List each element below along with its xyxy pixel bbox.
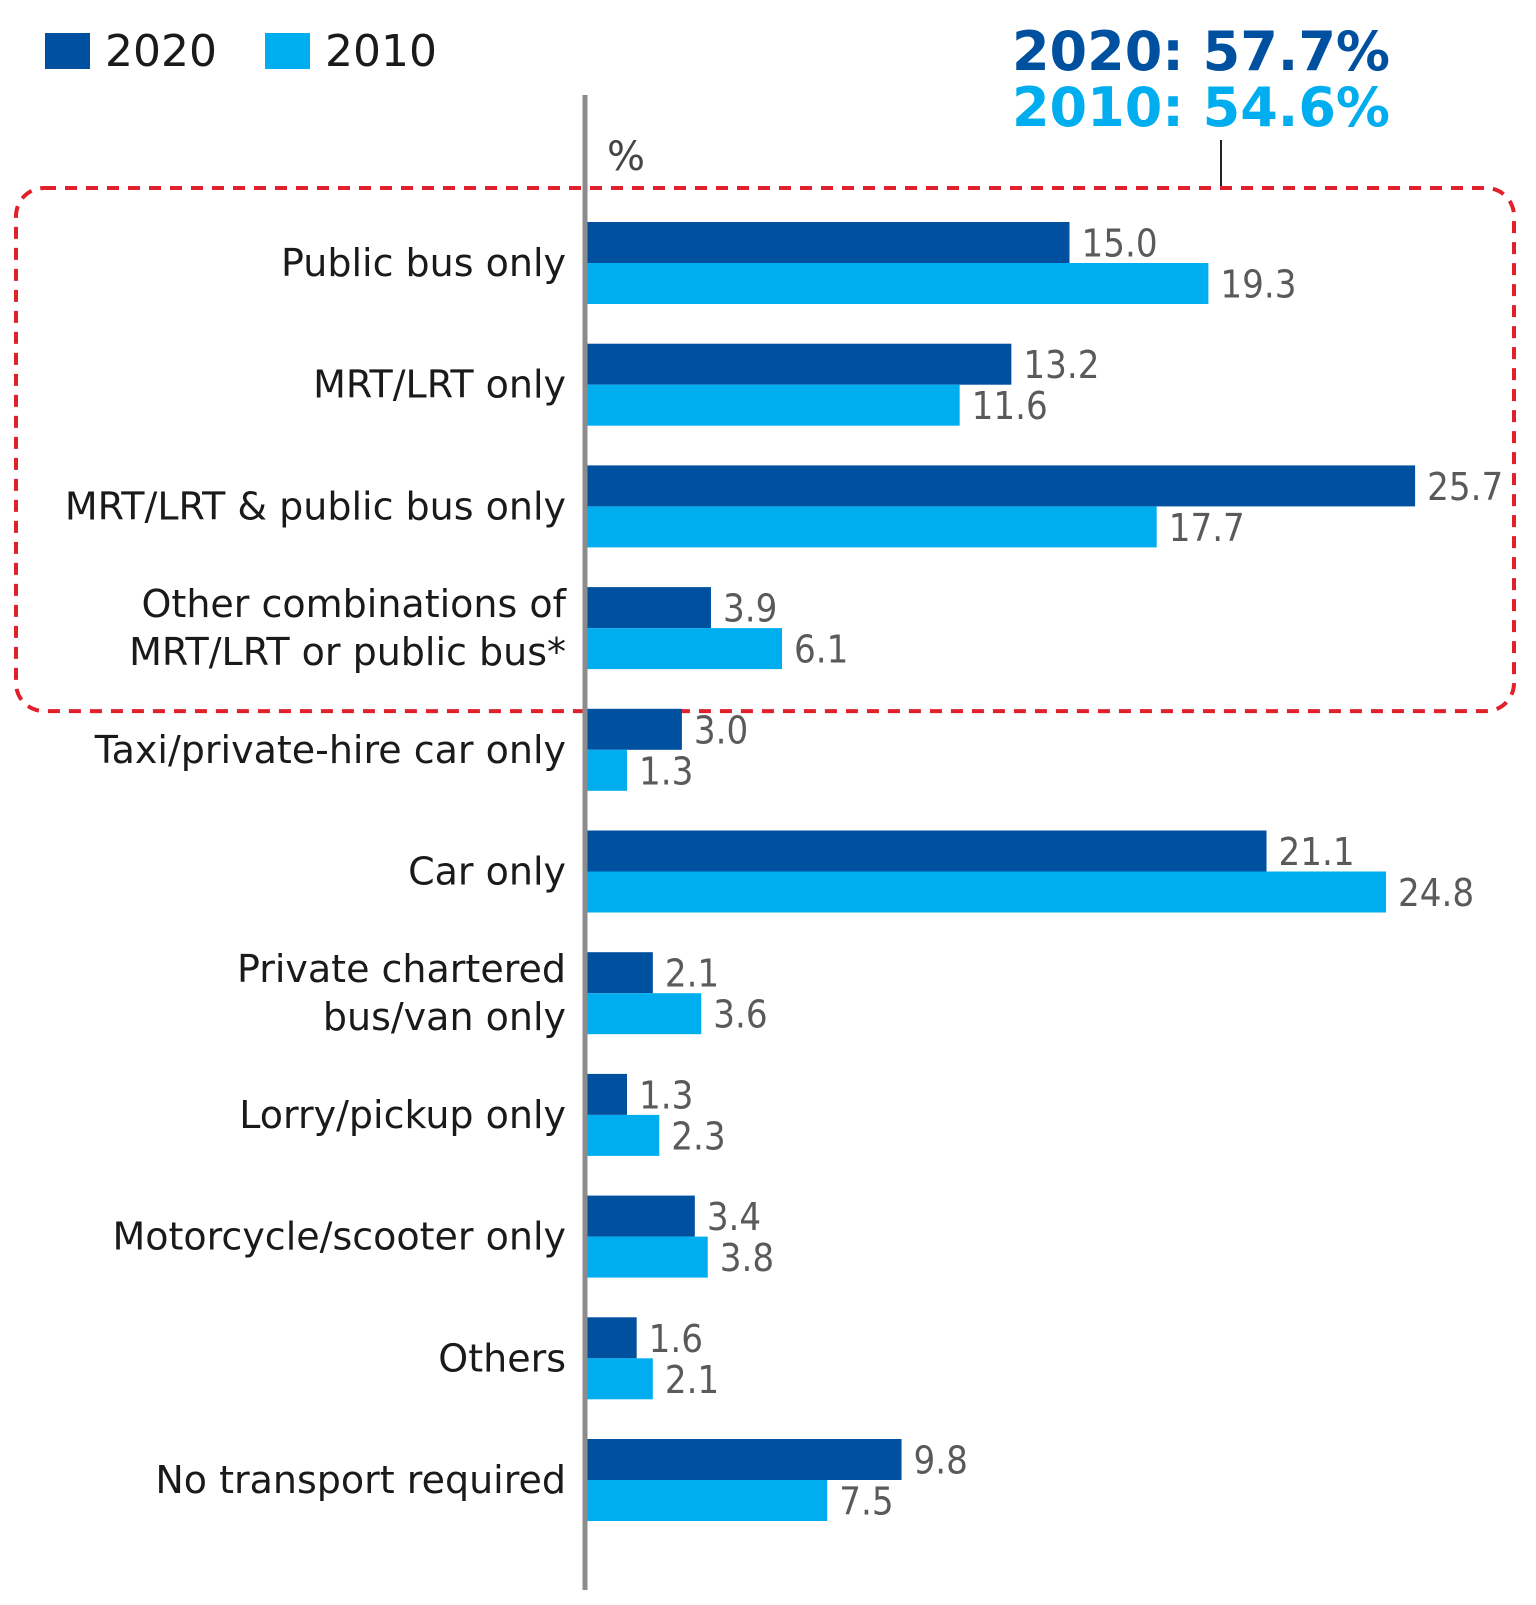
value-label-2010: 11.6 [972,384,1048,428]
value-label-2010: 2.1 [665,1358,719,1402]
bar-2020 [585,1073,627,1115]
bar-2010 [585,749,627,791]
bar-2020 [585,465,1416,507]
highlight-total-0: 2020: 57.7% [1012,20,1390,83]
bar-2020 [585,952,653,994]
bar-2010 [585,993,702,1035]
bar-2010 [585,1114,660,1156]
value-label-2020: 3.0 [694,708,748,752]
value-label-2010: 3.8 [720,1236,774,1280]
value-label-2020: 3.9 [723,587,777,631]
value-label-2010: 7.5 [839,1480,893,1524]
category-label: MRT/LRT only [313,363,566,407]
value-label-2020: 2.1 [665,952,719,996]
bar-2020 [585,222,1070,263]
category-label: Lorry/pickup only [239,1093,566,1137]
value-label-2020: 25.7 [1427,465,1503,509]
value-label-2010: 19.3 [1220,263,1296,307]
bar-2020 [585,587,711,629]
value-label-2020: 1.6 [649,1317,703,1361]
category-label: MRT/LRT & public bus only [65,484,566,528]
axis-group: % [582,95,645,1590]
value-label-2010: 17.7 [1169,506,1245,550]
value-label-2020: 1.3 [639,1073,693,1117]
category-label: MRT/LRT or public bus* [129,630,566,674]
category-label: Private chartered [237,947,566,991]
category-label: Public bus only [281,241,566,285]
highlight-box [14,186,1516,714]
unit-label: % [607,134,645,180]
value-label-2020: 3.4 [707,1195,761,1239]
value-label-2020: 21.1 [1279,830,1355,874]
legend-swatch-2010 [265,33,310,69]
category-label: Other combinations of [142,582,568,626]
bar-2010 [585,1480,828,1521]
category-label: Taxi/private-hire car only [94,728,566,772]
category-label: No transport required [155,1458,566,1502]
value-label-2010: 3.6 [713,993,767,1037]
legend-swatch-2020 [45,33,90,69]
legend: 2020 2010 [45,26,437,77]
category-label: Car only [408,850,566,894]
bar-2010 [585,263,1209,304]
bar-2020 [585,708,682,750]
category-label: Motorcycle/scooter only [112,1215,566,1259]
value-label-2020: 15.0 [1082,222,1158,266]
bar-2020 [585,830,1267,872]
category-label: Others [438,1336,566,1380]
bar-2010 [585,506,1157,548]
highlight-dashed-border [14,186,1516,714]
bar-2010 [585,628,783,670]
value-label-2020: 13.2 [1023,343,1099,387]
bar-2010 [585,1236,708,1278]
value-label-2010: 2.3 [671,1114,725,1158]
bar-2010 [585,1358,653,1400]
category-label: bus/van only [323,995,566,1039]
bar-2010 [585,871,1387,913]
bar-2020 [585,343,1012,385]
bar-2010 [585,384,960,426]
highlight-total-1: 2010: 54.6% [1012,76,1390,139]
bar-2020 [585,1317,637,1359]
value-label-2010: 1.3 [639,749,693,793]
legend-label-2010: 2010 [325,26,437,77]
bar-2020 [585,1439,902,1480]
highlight-totals: 2020: 57.7%2010: 54.6% [1012,20,1390,188]
legend-label-2020: 2020 [105,26,217,77]
value-label-2010: 6.1 [794,628,848,672]
value-label-2010: 24.8 [1398,871,1474,915]
value-label-2020: 9.8 [914,1439,968,1483]
bar-2020 [585,1195,695,1237]
